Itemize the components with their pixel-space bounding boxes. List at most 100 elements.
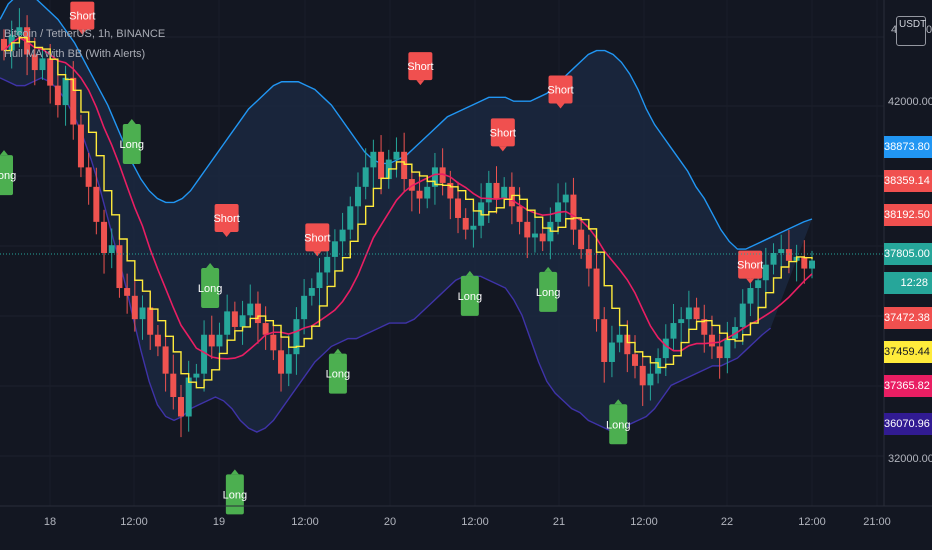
signal-text: Short	[490, 127, 516, 139]
candle-body	[747, 288, 754, 304]
candle-body	[647, 373, 654, 386]
signal-pointer	[230, 469, 239, 475]
candle-body	[678, 319, 685, 324]
candle-body	[578, 229, 585, 250]
price-tick-32000: 32000.00	[888, 453, 932, 465]
candle-body	[201, 334, 208, 374]
signal-pointer	[746, 278, 755, 284]
time-tick: 22	[720, 516, 734, 528]
candle-body	[370, 151, 377, 168]
candle-body	[239, 315, 246, 327]
signal-box	[214, 203, 239, 232]
signal-text: Long	[326, 369, 350, 381]
long-signal: Long	[458, 270, 482, 316]
signal-pointer	[206, 263, 215, 269]
candle-body	[708, 334, 715, 347]
candle-body	[285, 354, 292, 374]
candle-body	[393, 151, 400, 160]
candle-body	[362, 167, 369, 187]
candle-body	[347, 206, 354, 230]
axis-unit-prefix: 4	[891, 24, 898, 36]
candle-body	[462, 217, 469, 230]
candle-body	[401, 151, 408, 180]
candle-body	[639, 365, 646, 386]
short-signal: Short	[304, 223, 330, 257]
time-tick: 21	[552, 516, 566, 528]
signal-text: Short	[304, 232, 330, 244]
signal-box	[738, 250, 763, 279]
candle-body	[270, 334, 277, 351]
candle-body	[185, 377, 192, 417]
candle-body	[570, 194, 577, 230]
signal-box	[609, 404, 628, 445]
time-tick: 12:00	[120, 516, 148, 528]
candle-body	[101, 221, 108, 253]
candle-body	[193, 373, 200, 378]
candle-body	[93, 186, 100, 222]
price-label: 38192.50	[884, 204, 932, 226]
candle-body	[585, 249, 592, 269]
candle-body	[62, 77, 69, 106]
candle-body	[624, 334, 631, 355]
signal-pointer	[544, 266, 553, 272]
hull-slow-line	[3, 36, 813, 360]
candle-body	[755, 280, 762, 289]
candle-body	[262, 323, 269, 335]
candle-body	[231, 311, 238, 327]
signal-text: Long	[0, 170, 16, 182]
candle-body	[278, 350, 285, 374]
candle-body	[424, 186, 431, 199]
candle-body	[470, 225, 477, 230]
candle-body	[693, 307, 700, 320]
signal-markers: Short Long Long Short Long Long Short Long Short…	[0, 1, 763, 515]
candle-body	[616, 334, 623, 343]
signal-text: Long	[120, 139, 144, 151]
signal-box	[70, 1, 95, 30]
signal-text: Long	[198, 283, 222, 295]
candle-body	[608, 342, 615, 362]
long-signal: Long	[198, 263, 222, 309]
long-signal: Long	[326, 348, 350, 394]
candle-body	[177, 397, 184, 417]
short-signal: Short	[490, 118, 516, 152]
candle-body	[562, 194, 569, 203]
price-label: 37459.44	[884, 341, 932, 363]
signal-box	[548, 75, 573, 104]
time-tick: 12:00	[798, 516, 826, 528]
signal-pointer	[0, 150, 8, 156]
signal-box	[201, 268, 220, 309]
time-tick: 12:00	[291, 516, 319, 528]
symbol-line[interactable]: Bitcoin / TetherUS, 1h, BINANCE	[4, 28, 166, 40]
short-signal: Short	[737, 250, 763, 284]
axis-unit-suffix: 0	[926, 24, 932, 36]
candle-body	[16, 27, 23, 36]
signal-pointer	[465, 270, 474, 276]
candle-body	[70, 77, 77, 125]
signal-box	[539, 271, 558, 312]
candle-body	[54, 85, 61, 106]
hull-fast-line	[4, 36, 813, 389]
candle-body	[801, 256, 808, 269]
signal-pointer	[416, 80, 425, 86]
bb-lower-line	[0, 77, 772, 433]
candle-body	[785, 249, 792, 261]
candle-body	[108, 245, 115, 253]
candle-body	[316, 272, 323, 289]
candle-body	[47, 58, 54, 86]
currency-unit-box[interactable]: USDT	[896, 16, 926, 46]
candle-body	[493, 182, 500, 199]
candle-body	[331, 241, 338, 257]
signal-box	[305, 223, 330, 252]
candle-body	[593, 268, 600, 320]
candle-body	[77, 124, 84, 168]
signal-box	[408, 52, 433, 81]
currency-unit: USDT	[899, 19, 927, 30]
short-signal: Short	[547, 75, 574, 109]
candle-body	[701, 319, 708, 335]
indicator-line[interactable]: Hull MA with BB (With Alerts)	[4, 48, 146, 60]
signal-box	[460, 275, 479, 316]
signal-box	[0, 155, 13, 196]
candle-body	[39, 58, 46, 71]
long-signal: Long	[223, 469, 247, 515]
